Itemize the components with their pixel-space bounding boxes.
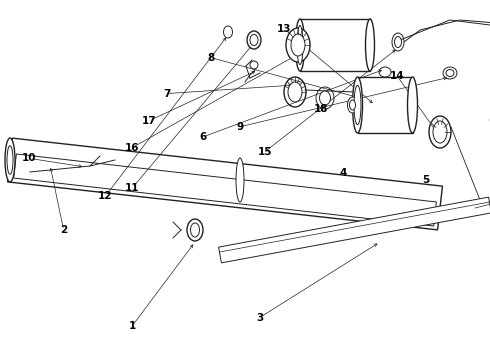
- Ellipse shape: [429, 116, 451, 148]
- Ellipse shape: [250, 35, 258, 45]
- Text: 12: 12: [98, 191, 113, 201]
- Ellipse shape: [187, 219, 203, 241]
- Bar: [358, 77, 413, 133]
- Ellipse shape: [379, 67, 391, 77]
- Text: 6: 6: [200, 132, 207, 142]
- Ellipse shape: [354, 85, 361, 125]
- Text: 16: 16: [125, 143, 140, 153]
- Text: 3: 3: [256, 312, 263, 323]
- Ellipse shape: [433, 121, 447, 143]
- Ellipse shape: [288, 82, 302, 102]
- Ellipse shape: [291, 34, 305, 56]
- Ellipse shape: [223, 26, 232, 38]
- Polygon shape: [219, 197, 490, 263]
- Ellipse shape: [7, 146, 13, 174]
- Polygon shape: [14, 154, 437, 226]
- Text: 18: 18: [314, 104, 328, 114]
- Text: 4: 4: [339, 168, 347, 178]
- Text: 11: 11: [125, 183, 140, 193]
- Ellipse shape: [446, 69, 454, 77]
- Ellipse shape: [236, 158, 244, 202]
- Ellipse shape: [408, 77, 417, 133]
- Text: 5: 5: [423, 175, 430, 185]
- Text: 1: 1: [129, 321, 136, 331]
- Text: 10: 10: [22, 153, 37, 163]
- Ellipse shape: [247, 31, 261, 49]
- Ellipse shape: [394, 36, 401, 48]
- Ellipse shape: [366, 19, 374, 71]
- Text: 14: 14: [390, 71, 404, 81]
- Ellipse shape: [5, 138, 15, 182]
- Ellipse shape: [443, 67, 457, 79]
- Text: 17: 17: [142, 116, 157, 126]
- Ellipse shape: [319, 91, 330, 105]
- Ellipse shape: [286, 28, 310, 62]
- Ellipse shape: [349, 100, 356, 110]
- Text: 13: 13: [277, 24, 292, 34]
- Ellipse shape: [392, 33, 404, 51]
- Ellipse shape: [347, 97, 358, 113]
- Ellipse shape: [284, 77, 306, 107]
- Ellipse shape: [316, 87, 334, 109]
- Text: 9: 9: [237, 122, 244, 132]
- Ellipse shape: [352, 77, 363, 133]
- Text: 2: 2: [60, 225, 67, 235]
- Ellipse shape: [297, 26, 303, 64]
- Circle shape: [250, 61, 258, 69]
- Polygon shape: [7, 138, 442, 230]
- Text: 8: 8: [207, 53, 214, 63]
- Text: 15: 15: [257, 147, 272, 157]
- Bar: [300, 19, 370, 71]
- Ellipse shape: [191, 223, 199, 237]
- Text: 7: 7: [163, 89, 171, 99]
- Ellipse shape: [295, 19, 304, 71]
